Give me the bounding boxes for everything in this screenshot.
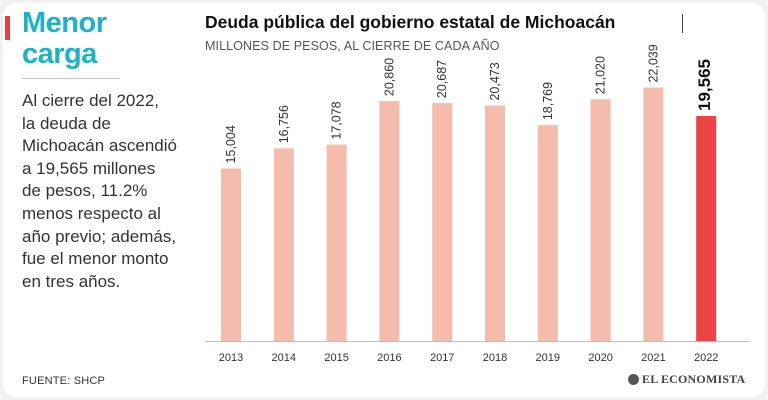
bar-2016 [379, 101, 400, 341]
summary-line: de pesos, 11.2% [22, 181, 148, 201]
headline: Menor carga [22, 8, 132, 70]
value-label-2021: 22,039 [646, 44, 660, 82]
tick-label-2022: 2022 [694, 352, 718, 364]
value-labels-group: 15,004 16,756 17,078 20,860 20,687 20,473 18,7… [224, 44, 714, 163]
bars-group [221, 87, 717, 342]
value-label-2014: 16,756 [277, 105, 291, 143]
summary-line: menos respecto al [22, 203, 161, 223]
bar-2020 [590, 99, 611, 342]
publisher-name: EL ECONOMISTA [642, 372, 746, 386]
accent-bar [5, 16, 10, 40]
summary-line: Al cierre del 2022, [22, 91, 160, 110]
summary-line: fue el menor monto [22, 249, 169, 269]
x-tick-labels-group: 2013 2014 2015 2016 2017 2018 2019 2020 2021 2022 [219, 352, 719, 364]
tick-label-2019: 2019 [536, 352, 560, 364]
tick-label-2021: 2021 [641, 352, 665, 364]
value-label-2013: 15,004 [224, 125, 238, 163]
chart-subtitle: MILLONES DE PESOS, AL CIERRE DE CADA AÑO [205, 39, 500, 53]
tick-label-2014: 2014 [272, 352, 296, 364]
tick-label-2020: 2020 [588, 352, 612, 364]
bar-2017 [432, 103, 453, 341]
value-label-2020: 21,020 [594, 56, 608, 94]
bar-2019 [537, 125, 558, 342]
chart-title: Deuda pública del gobierno estatal de Mi… [205, 12, 616, 32]
tick-label-2015: 2015 [324, 352, 348, 364]
value-label-2018: 20,473 [488, 62, 502, 100]
value-label-2015: 17,078 [330, 101, 344, 139]
value-label-2019: 18,769 [541, 82, 555, 120]
publisher-logo: EL ECONOMISTA [628, 372, 745, 387]
bar-2021 [643, 87, 664, 341]
summary-line: la deuda de [22, 113, 111, 133]
tick-label-2017: 2017 [430, 352, 454, 364]
source-note: FUENTE: SHCP [22, 375, 106, 387]
value-label-2022: 19,565 [695, 59, 714, 111]
summary-line: Michoacán ascendió [22, 136, 177, 156]
title-separator [682, 14, 683, 33]
headline-line-1: Menor [22, 7, 107, 39]
tick-label-2018: 2018 [483, 352, 507, 364]
publisher-logo-icon [628, 374, 639, 385]
bar-2015 [326, 144, 347, 341]
tick-label-2016: 2016 [377, 352, 401, 364]
bar-2022 [696, 116, 717, 341]
summary-text: Al cierre del 2022, la deuda de Michoacá… [22, 90, 192, 293]
tick-label-2013: 2013 [219, 352, 243, 364]
value-label-2016: 20,860 [382, 58, 396, 96]
bar-2013 [221, 168, 241, 341]
bar-2014 [273, 148, 294, 341]
summary-line: a 19,565 millones [22, 158, 156, 178]
summary-line: año previo; además, [22, 226, 177, 246]
headline-line-2: carga [22, 38, 97, 70]
summary-line: en tres años. [22, 271, 121, 291]
value-label-2017: 20,687 [435, 60, 449, 98]
headline-divider [22, 78, 120, 79]
bar-2018 [485, 105, 505, 341]
